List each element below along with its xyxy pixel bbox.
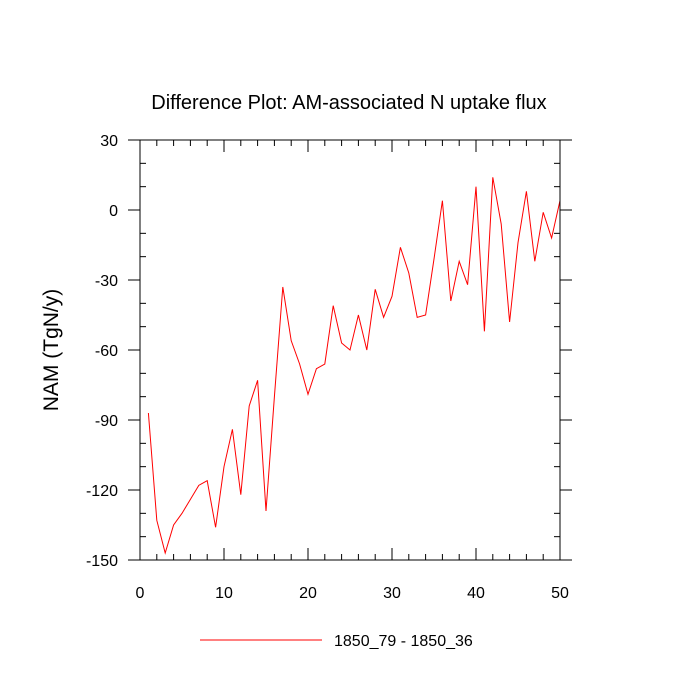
- x-tick-label: 30: [383, 585, 401, 602]
- y-tick-label: 0: [109, 203, 118, 220]
- y-tick-label: -120: [86, 483, 118, 500]
- y-tick-label: -60: [95, 343, 118, 360]
- y-tick-label: -150: [86, 553, 118, 570]
- tick-labels: 0 10 20 30 40 50 30 0 -30 -60 -90 -120 -150: [86, 133, 569, 602]
- y-tick-label: -90: [95, 413, 118, 430]
- series-line: [147, 177, 561, 555]
- y-tick-label: -30: [95, 273, 118, 290]
- x-tick-label: 40: [467, 585, 485, 602]
- chart-title: Difference Plot: AM-associated N uptake …: [151, 92, 546, 114]
- series-layer: [147, 177, 561, 555]
- legend: 1850_79 - 1850_36: [200, 633, 473, 650]
- x-tick-label: 10: [215, 585, 233, 602]
- x-tick-label: 20: [299, 585, 317, 602]
- plot-frame: [139, 139, 561, 561]
- legend-label: 1850_79 - 1850_36: [334, 633, 473, 650]
- y-axis-label: NAM (TgN/y): [40, 289, 63, 412]
- x-tick-label: 0: [136, 585, 145, 602]
- y-tick-label: 30: [100, 133, 118, 150]
- minor-ticks: [140, 140, 560, 560]
- x-tick-label: 50: [551, 585, 569, 602]
